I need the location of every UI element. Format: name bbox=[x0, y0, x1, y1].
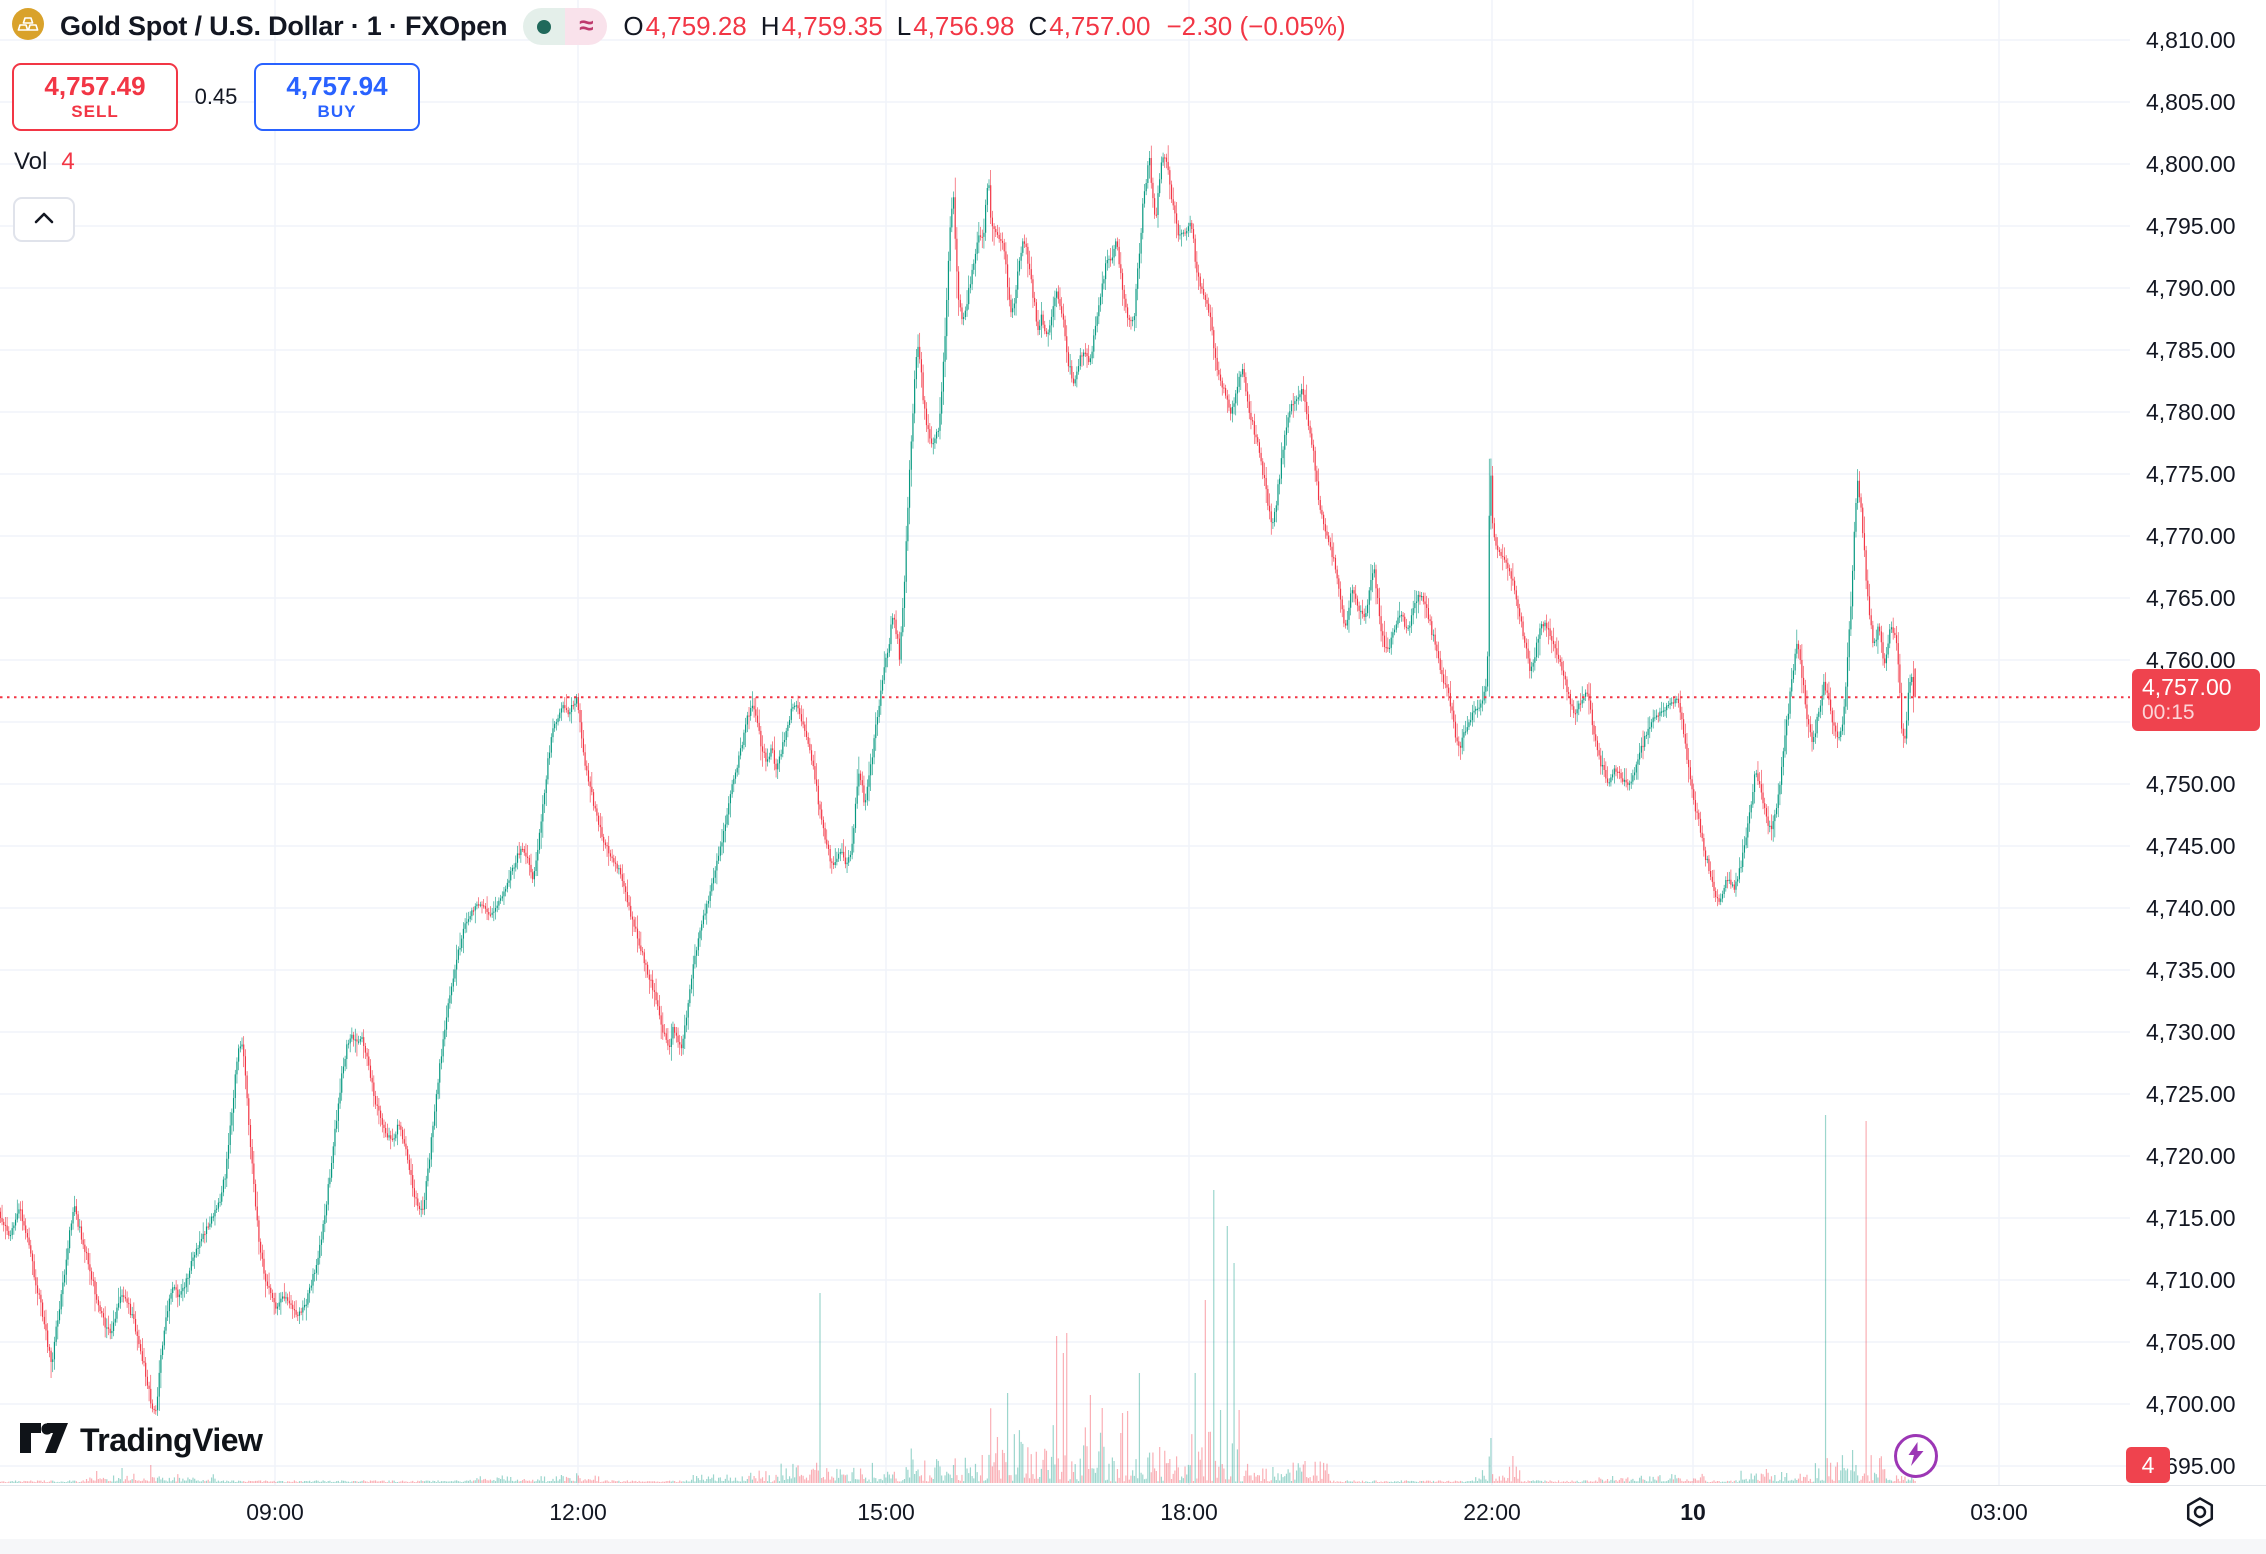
lightning-bolt-icon bbox=[1904, 1441, 1928, 1472]
price-axis-label: 4,700.00 bbox=[2146, 1391, 2236, 1417]
tradingview-wordmark: TradingView bbox=[80, 1422, 263, 1458]
low-label: L bbox=[896, 11, 912, 41]
candlestick-chart[interactable] bbox=[0, 0, 2130, 1485]
chart-legend: Gold Spot / U.S. Dollar · 1 · FXOpen ≈ O… bbox=[12, 8, 1346, 45]
spread-value: 0.45 bbox=[194, 84, 238, 109]
chevron-up-icon bbox=[34, 211, 54, 229]
price-axis-label: 4,710.00 bbox=[2146, 1267, 2236, 1293]
price-axis-label: 4,745.00 bbox=[2146, 833, 2236, 859]
price-axis-label: 4,725.00 bbox=[2146, 1081, 2236, 1107]
trade-panel: 4,757.49 SELL 0.45 4,757.94 BUY bbox=[12, 63, 420, 131]
price-axis-label: 4,730.00 bbox=[2146, 1019, 2236, 1045]
current-price-tag: 4,757.00 00:15 bbox=[2132, 669, 2260, 732]
sell-label: SELL bbox=[71, 102, 119, 121]
price-axis-label: 4,715.00 bbox=[2146, 1205, 2236, 1231]
current-volume-badge: 4 bbox=[2126, 1447, 2170, 1483]
high-value: 4,759.35 bbox=[781, 11, 883, 41]
price-axis-label: 4,800.00 bbox=[2146, 151, 2236, 177]
price-axis-label: 4,770.00 bbox=[2146, 523, 2236, 549]
volume-legend: Vol 4 bbox=[14, 148, 75, 176]
market-status-pill[interactable]: ≈ bbox=[523, 8, 608, 45]
open-label: O bbox=[623, 11, 644, 41]
buy-button[interactable]: 4,757.94 BUY bbox=[254, 63, 420, 131]
price-axis-label: 4,780.00 bbox=[2146, 399, 2236, 425]
delayed-data-icon: ≈ bbox=[565, 8, 608, 45]
quick-trade-button[interactable] bbox=[1894, 1434, 1938, 1478]
price-axis-label: 4,790.00 bbox=[2146, 275, 2236, 301]
chart-settings-button[interactable] bbox=[2183, 1495, 2217, 1529]
collapse-panel-button[interactable] bbox=[13, 197, 75, 242]
low-value: 4,756.98 bbox=[913, 11, 1015, 41]
time-axis-label: 18:00 bbox=[1160, 1499, 1218, 1525]
price-axis-label: 4,750.00 bbox=[2146, 771, 2236, 797]
time-axis-label: 15:00 bbox=[857, 1499, 915, 1525]
close-value: 4,757.00 bbox=[1049, 11, 1151, 41]
current-price-value: 4,757.00 bbox=[2142, 674, 2232, 701]
tradingview-mark-icon bbox=[20, 1423, 68, 1458]
price-axis-label: 4,705.00 bbox=[2146, 1329, 2236, 1355]
gear-icon bbox=[2183, 1497, 2217, 1532]
time-axis-label: 09:00 bbox=[246, 1499, 304, 1525]
time-axis-label: 03:00 bbox=[1970, 1499, 2028, 1525]
sell-price: 4,757.49 bbox=[44, 71, 146, 101]
price-axis-label: 4,795.00 bbox=[2146, 213, 2236, 239]
price-axis-label: 4,765.00 bbox=[2146, 585, 2236, 611]
high-label: H bbox=[760, 11, 780, 41]
price-axis-label: 4,740.00 bbox=[2146, 895, 2236, 921]
bottom-toolbar-edge bbox=[0, 1538, 2266, 1554]
price-axis-label: 4,720.00 bbox=[2146, 1143, 2236, 1169]
price-axis-label: 4,760.00 bbox=[2146, 647, 2236, 673]
open-value: 4,759.28 bbox=[645, 11, 747, 41]
buy-label: BUY bbox=[317, 102, 357, 121]
ohlc-values: O4,759.28 H4,759.35 L4,756.98 C4,757.00 … bbox=[623, 11, 1345, 42]
volume-value: 4 bbox=[61, 148, 75, 175]
time-axis[interactable]: 09:00 12:00 15:00 18:00 22:00 10 03:00 bbox=[0, 1485, 2266, 1539]
price-axis-label: 4,805.00 bbox=[2146, 89, 2236, 115]
time-axis-label: 10 bbox=[1680, 1499, 1706, 1525]
price-axis-label: 4,735.00 bbox=[2146, 957, 2236, 983]
change-value: −2.30 (−0.05%) bbox=[1166, 11, 1346, 41]
instrument-gold-icon bbox=[12, 8, 44, 45]
market-open-dot-icon bbox=[523, 8, 566, 45]
bar-countdown: 00:15 bbox=[2142, 701, 2195, 725]
price-axis[interactable]: 4,810.00 4,805.00 4,800.00 4,795.00 4,790.00… bbox=[2126, 0, 2266, 1485]
time-axis-label: 12:00 bbox=[549, 1499, 607, 1525]
price-axis-label: 4,785.00 bbox=[2146, 337, 2236, 363]
price-axis-label: 4,810.00 bbox=[2146, 27, 2236, 53]
price-axis-label: 4,775.00 bbox=[2146, 461, 2236, 487]
sell-button[interactable]: 4,757.49 SELL bbox=[12, 63, 178, 131]
buy-price: 4,757.94 bbox=[286, 71, 388, 101]
symbol-title[interactable]: Gold Spot / U.S. Dollar · 1 · FXOpen bbox=[60, 11, 508, 41]
tradingview-logo[interactable]: TradingView bbox=[20, 1422, 263, 1459]
volume-label: Vol bbox=[14, 148, 48, 175]
time-axis-label: 22:00 bbox=[1463, 1499, 1521, 1525]
close-label: C bbox=[1028, 11, 1048, 41]
